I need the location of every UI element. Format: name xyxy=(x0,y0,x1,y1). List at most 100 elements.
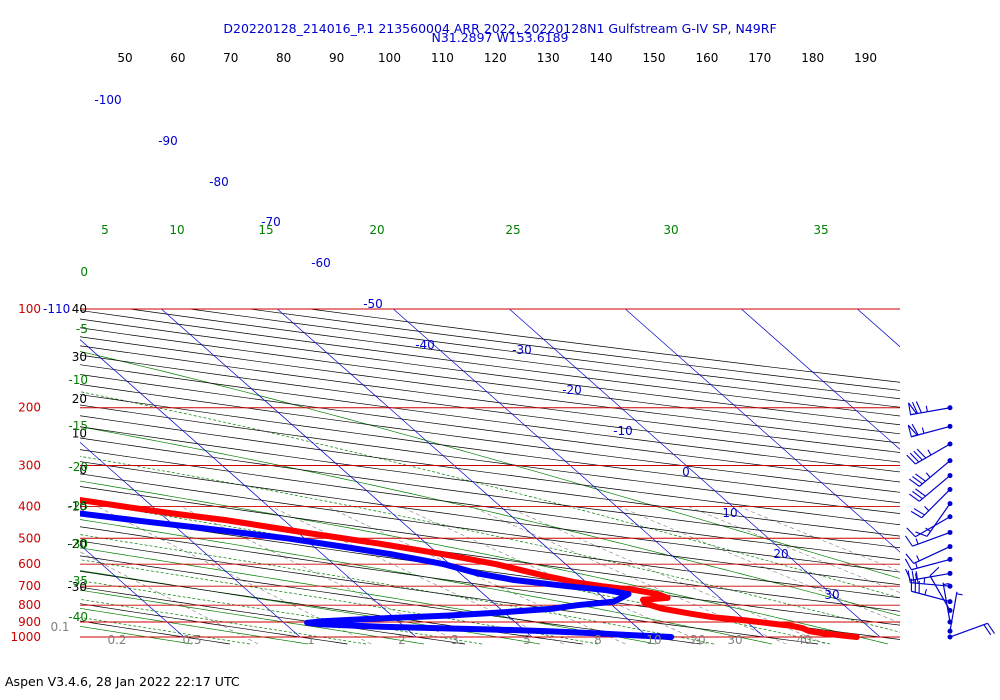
dry-adiabat-line xyxy=(80,540,819,645)
wind-barb-half-feather xyxy=(956,593,963,596)
isotherm-line xyxy=(393,308,765,638)
wind-barb-feather xyxy=(906,527,916,538)
pressure-tick-label: 200 xyxy=(18,401,41,415)
moist-adiabat-label: 35 xyxy=(813,223,828,237)
dry-adiabat-line xyxy=(80,473,900,586)
wind-barb-half-feather xyxy=(923,577,926,584)
dry-adiabat-line xyxy=(80,384,900,493)
dry-adiabat-line xyxy=(80,461,900,573)
dry-adiabat-line xyxy=(80,415,900,526)
wind-barb xyxy=(906,514,953,538)
isotherm-label: 20 xyxy=(773,547,788,561)
left-axis-tick-label: 0 xyxy=(79,463,87,477)
footer-version: Aspen V3.4.6, 28 Jan 2022 22:17 UTC xyxy=(5,674,240,689)
dry-adiabat-line xyxy=(80,499,900,612)
dry-adiabat-line xyxy=(80,374,900,483)
pressure-tick-label: 1000 xyxy=(10,630,41,644)
wind-barb-shaft xyxy=(949,591,958,632)
pressure-tick-label: 800 xyxy=(18,598,41,612)
mixing-ratio-label: 5 xyxy=(523,633,531,647)
dry-adiabat-line xyxy=(80,310,900,417)
dry-adiabat-line xyxy=(80,354,900,463)
dry-adiabat-line xyxy=(80,449,900,561)
pressure-tick-label: 400 xyxy=(18,499,41,513)
wind-barb-feather xyxy=(915,531,928,537)
mixing-ratio-line xyxy=(400,506,708,645)
pressure-tick-label: 900 xyxy=(18,615,41,629)
wind-barb-feather xyxy=(909,493,920,502)
dry-adiabats xyxy=(80,308,900,645)
dry-adiabat-line xyxy=(80,570,583,645)
pressure-tick-label: 300 xyxy=(18,458,41,472)
mixing-ratio-line xyxy=(326,506,626,645)
moist-adiabat-label: -10 xyxy=(68,373,88,387)
dry-adiabat-line xyxy=(80,512,900,626)
wind-barb xyxy=(905,544,953,565)
mixing-ratio-label: 20 xyxy=(690,633,705,647)
pressure-tick-label: 500 xyxy=(18,531,41,545)
moist-adiabat-label: -40 xyxy=(68,610,88,624)
moist-adiabat-line xyxy=(80,598,366,645)
wind-barb-half-feather xyxy=(924,506,930,512)
moist-adiabat-label: -5 xyxy=(76,322,88,336)
isotherm-line xyxy=(625,308,900,553)
moist-adiabat-line xyxy=(80,391,900,599)
left-axis-tick-label: 20 xyxy=(72,392,87,406)
mixing-ratio-label: 2 xyxy=(398,633,406,647)
wind-barb-feather xyxy=(907,570,911,583)
wind-barb-half-feather xyxy=(915,562,918,569)
mixing-ratio-label: 8 xyxy=(594,633,602,647)
moist-adiabat-label: -30 xyxy=(68,537,88,551)
wind-barb-feather xyxy=(987,623,995,634)
wind-barb-feather xyxy=(905,553,915,564)
wind-barb-half-feather xyxy=(915,538,919,545)
wind-barb-half-feather xyxy=(916,555,920,562)
isotherm-label: -70 xyxy=(261,215,281,229)
pressure-tick-label: 600 xyxy=(18,557,41,571)
isotherm-label: -20 xyxy=(562,383,582,397)
wind-barb-flag xyxy=(907,402,918,416)
top-axis-tick-label: 80 xyxy=(276,51,291,65)
moist-adiabat-line xyxy=(80,608,308,645)
top-axis-tick-label: 170 xyxy=(748,51,771,65)
moist-adiabat-label: 5 xyxy=(101,223,109,237)
moist-adiabat-line xyxy=(80,589,424,645)
dry-adiabat-line xyxy=(80,620,230,645)
wind-barb-half-feather xyxy=(921,427,925,434)
wind-barb-feather xyxy=(905,535,913,547)
top-axis-tick-label: 180 xyxy=(801,51,824,65)
moist-adiabats xyxy=(80,351,900,645)
moist-adiabat-label: 15 xyxy=(258,223,273,237)
top-axis-tick-label: 60 xyxy=(170,51,185,65)
wind-barb-shaft xyxy=(912,531,951,547)
isotherm-label: -80 xyxy=(209,175,229,189)
wind-barbs xyxy=(904,401,995,640)
mixing-ratio-label: 3 xyxy=(451,633,459,647)
top-axis-tick-label: 140 xyxy=(590,51,613,65)
wind-barb-feather xyxy=(915,401,922,413)
chart-subtitle: N31.2897 W153.6189 xyxy=(431,30,569,45)
left-axis-tick-label: 30 xyxy=(72,350,87,364)
mixing-ratio-label: 0.5 xyxy=(182,633,201,647)
dry-adiabat-line xyxy=(80,526,900,640)
wind-barb-feather xyxy=(911,401,919,414)
mixing-ratio-label: 10 xyxy=(646,633,661,647)
left-axis-tick-label: 10 xyxy=(72,427,87,441)
wind-barb-feather xyxy=(909,478,920,487)
isotherm-line xyxy=(857,308,900,348)
wind-barb-feather xyxy=(929,566,940,577)
wind-barb-shaft xyxy=(913,546,951,565)
isotherm-line xyxy=(161,308,533,638)
wind-barb-shaft xyxy=(926,503,951,537)
wind-barb-half-feather xyxy=(924,588,927,596)
wind-barb xyxy=(909,458,953,487)
isotherm-label: -30 xyxy=(512,343,532,357)
isotherm-label: -50 xyxy=(363,297,383,311)
dry-adiabat-line xyxy=(80,486,900,599)
mixing-ratio-line xyxy=(619,506,900,624)
top-axis-tick-label: 160 xyxy=(695,51,718,65)
wind-barb xyxy=(947,622,995,640)
moist-adiabat-line xyxy=(80,617,250,645)
